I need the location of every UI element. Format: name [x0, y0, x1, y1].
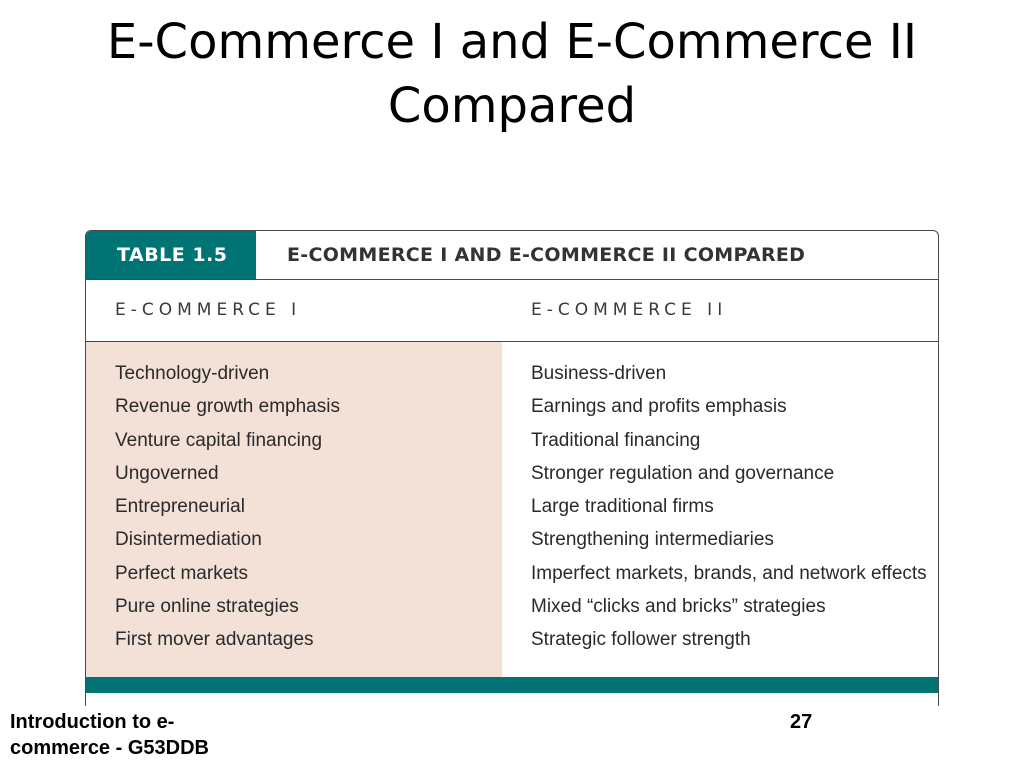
- table-cell-ecommerce-2: Imperfect markets, brands, and network e…: [531, 562, 927, 584]
- column-header-ecommerce-1: E-COMMERCE I: [115, 300, 302, 320]
- table-cell-ecommerce-1: Venture capital financing: [115, 429, 323, 451]
- table-cell-ecommerce-2: Stronger regulation and governance: [531, 462, 835, 484]
- table-cell-ecommerce-1: Perfect markets: [115, 562, 249, 584]
- table-cell-ecommerce-1: Pure online strategies: [115, 596, 299, 618]
- footer-course-line: commerce - G53DDB: [10, 737, 209, 759]
- table-body: Technology-driven Revenue growth emphasis…: [86, 342, 938, 677]
- column-ecommerce-2: Business-driven Earnings and profits emph…: [502, 342, 938, 677]
- slide-title: E-Commerce I and E-Commerce II Compared: [40, 10, 984, 138]
- footer-course-line: Introduction to e-: [10, 711, 175, 733]
- table-cell-ecommerce-1: Technology-driven: [115, 363, 270, 384]
- table-cell-ecommerce-2: Traditional financing: [531, 429, 701, 451]
- table-cell-ecommerce-2: Large traditional firms: [531, 496, 714, 518]
- slide-title-line: E-Commerce I and E-Commerce II: [106, 14, 918, 70]
- table-cell-ecommerce-2: Business-driven: [531, 363, 667, 384]
- table-cell-ecommerce-2: Strengthening intermediaries: [531, 529, 774, 551]
- table-cell-ecommerce-2: Mixed “clicks and bricks” strategies: [531, 596, 826, 618]
- table-cell-ecommerce-1: Disintermediation: [115, 529, 262, 551]
- table-number-badge: TABLE 1.5: [86, 231, 256, 279]
- table-caption: E-COMMERCE I AND E-COMMERCE II COMPARED: [287, 244, 806, 266]
- column-header-ecommerce-2: E-COMMERCE II: [531, 300, 728, 320]
- table-cell-ecommerce-1: Ungoverned: [115, 462, 219, 484]
- column-headers: E-COMMERCE I E-COMMERCE II: [86, 280, 938, 342]
- table-footer-bar: [86, 677, 938, 693]
- ecommerce-2-list: Business-driven Earnings and profits emph…: [502, 342, 938, 657]
- table-cell-ecommerce-1: Entrepreneurial: [115, 496, 245, 518]
- column-ecommerce-1: Technology-driven Revenue growth emphasis…: [86, 342, 502, 677]
- slide-title-line: Compared: [387, 78, 637, 134]
- table-cell-ecommerce-2: Earnings and profits emphasis: [531, 396, 787, 418]
- page-number: 27: [790, 711, 813, 733]
- table-header: TABLE 1.5 E-COMMERCE I AND E-COMMERCE II…: [86, 231, 938, 280]
- table-cell-ecommerce-2: Strategic follower strength: [531, 629, 751, 651]
- footer-course-label: Introduction to e- commerce - G53DDB: [10, 709, 310, 761]
- ecommerce-1-list: Technology-driven Revenue growth emphasis…: [86, 342, 502, 657]
- table-cell-ecommerce-1: First mover advantages: [115, 629, 314, 651]
- table-cell-ecommerce-1: Revenue growth emphasis: [115, 396, 340, 418]
- comparison-table: TABLE 1.5 E-COMMERCE I AND E-COMMERCE II…: [85, 230, 939, 706]
